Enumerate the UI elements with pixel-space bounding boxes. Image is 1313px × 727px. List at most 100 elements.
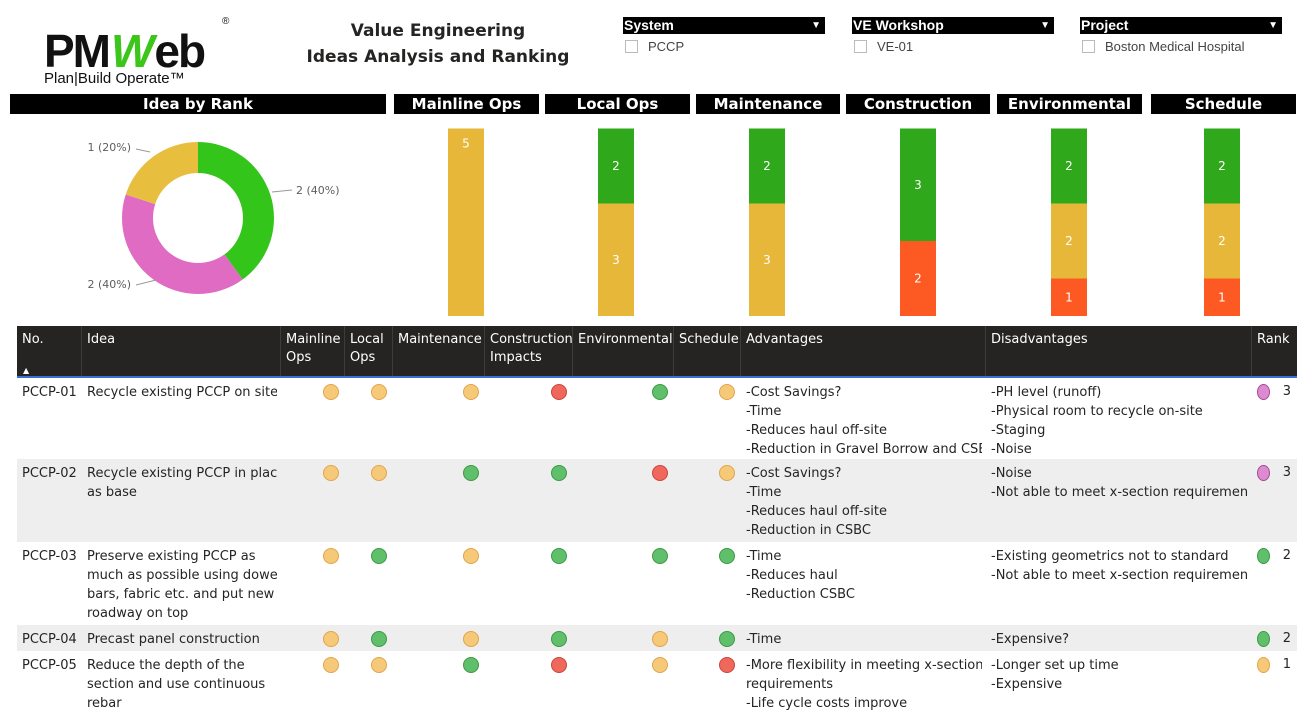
bar-segment-yellow[interactable] (1204, 203, 1240, 279)
status-dot-yellow-icon (719, 465, 735, 481)
donut-data-label: 2 (40%) (87, 278, 131, 291)
cell-mainline (281, 378, 345, 459)
advantage-line: -Cost Savings? (746, 385, 842, 400)
donut-slice-3[interactable] (125, 142, 198, 205)
cell-no: PCCP-01 (22, 385, 77, 400)
advantage-line: -Reduces haul off-site (746, 423, 887, 438)
chevron-down-icon[interactable]: ▼ (1268, 20, 1278, 31)
column-header-advantages[interactable]: Advantages (741, 326, 986, 376)
checkbox-icon[interactable] (854, 40, 867, 53)
column-header-disadvantages[interactable]: Disadvantages (986, 326, 1252, 376)
bar-segment-red[interactable] (1204, 278, 1240, 317)
ve-workshop-slicer[interactable]: VE Workshop ▼ VE-01 (852, 17, 1054, 54)
bar-segment-green[interactable] (598, 128, 634, 204)
donut-leader-line (271, 189, 293, 193)
bar-segment-green[interactable] (1204, 128, 1240, 204)
column-header-construction[interactable]: Construction Impacts (485, 326, 573, 376)
status-dot-yellow-icon (371, 384, 387, 400)
donut-slice-2[interactable] (122, 194, 243, 294)
rank-value: 1 (1282, 657, 1291, 672)
bar-segment-yellow[interactable] (598, 203, 634, 317)
bar-segment-red[interactable] (1051, 278, 1087, 317)
bar-segment-yellow[interactable] (1051, 203, 1087, 279)
advantage-line: -Time (746, 549, 782, 564)
table-row[interactable]: PCCP-03 Preserve existing PCCP as much as … (17, 542, 1297, 625)
bar-segment-yellow[interactable] (448, 128, 484, 317)
disadvantage-line: -Noise (991, 466, 1032, 481)
column-header-mainline[interactable]: Mainline Ops (281, 326, 345, 376)
cell-schedule (674, 542, 741, 625)
logo-tagline: Plan|Build Operate™ (44, 70, 185, 87)
cell-mainline (281, 651, 345, 715)
column-header-schedule[interactable]: Schedule (674, 326, 741, 376)
ve-workshop-slicer-header[interactable]: VE Workshop ▼ (852, 17, 1054, 34)
status-dot-green-icon (371, 631, 387, 647)
mainline-ops-header: Mainline Ops (394, 94, 539, 114)
column-header-rank[interactable]: Rank (1252, 326, 1297, 376)
bar-segment-green[interactable] (1051, 128, 1087, 204)
cell-environmental (573, 651, 674, 715)
category-stacked-bar-charts[interactable]: 5 3 2 3 2 2 3 1 2 2 1 2 2 (0, 0, 1313, 330)
table-row[interactable]: PCCP-04 Precast panel construction -Time -E… (17, 625, 1297, 651)
report-title-line1: Value Engineering (350, 21, 526, 41)
project-slicer[interactable]: Project ▼ Boston Medical Hospital (1080, 17, 1282, 54)
bar-segment-red[interactable] (900, 241, 936, 316)
bar-data-label: 2 (914, 272, 922, 286)
status-dot-green-icon (463, 465, 479, 481)
idea-by-rank-donut-chart[interactable]: 2 (40%) 2 (40%) 1 (20%) (70, 130, 370, 305)
column-header-maintenance[interactable]: Maintenance (393, 326, 485, 376)
advantage-line: -Life cycle costs improve (746, 696, 908, 711)
column-header-idea[interactable]: Idea (82, 326, 281, 376)
status-dot-green-icon (551, 465, 567, 481)
table-row[interactable]: PCCP-01 Recycle existing PCCP on site -Cos… (17, 378, 1297, 459)
column-header-local[interactable]: Local Ops (345, 326, 393, 376)
disadvantage-line: -Not able to meet x-section requirements (991, 568, 1248, 583)
bar-data-label: 2 (763, 159, 771, 173)
chevron-down-icon[interactable]: ▼ (1040, 20, 1050, 31)
checkbox-icon[interactable] (1082, 40, 1095, 53)
project-slicer-option[interactable]: Boston Medical Hospital (1080, 39, 1282, 54)
column-header-environmental[interactable]: Environmental (573, 326, 674, 376)
cell-construction (485, 651, 573, 715)
table-body: PCCP-01 Recycle existing PCCP on site -Cos… (17, 378, 1297, 715)
table-row[interactable]: PCCP-02 Recycle existing PCCP in place as … (17, 459, 1297, 542)
cell-rank: 2 (1252, 625, 1297, 651)
disadvantage-line: -Physical room to recycle on-site (991, 404, 1203, 419)
checkbox-icon[interactable] (625, 40, 638, 53)
status-dot-yellow-icon (323, 631, 339, 647)
bar-data-label: 3 (612, 253, 620, 267)
bar-segment-yellow[interactable] (749, 203, 785, 317)
bar-data-label: 1 (1065, 290, 1073, 304)
column-header-no[interactable]: No. ▲ (17, 326, 82, 376)
system-slicer-option[interactable]: PCCP (623, 39, 825, 54)
idea-line: Precast panel construction (87, 632, 260, 647)
status-dot-yellow-icon (323, 657, 339, 673)
system-slicer-header[interactable]: System ▼ (623, 17, 825, 34)
registered-mark: ® (222, 16, 230, 27)
cell-environmental (573, 542, 674, 625)
column-header-label: Mainline Ops (286, 332, 341, 365)
table-row[interactable]: PCCP-05 Reduce the depth of the section an… (17, 651, 1297, 715)
cell-disadvantages: -PH level (runoff) -Physical room to recy… (986, 378, 1252, 459)
donut-slice-1[interactable] (198, 142, 274, 280)
ideas-table: No. ▲ Idea Mainline Ops Local Ops Maintenance… (17, 326, 1297, 715)
bar-segment-green[interactable] (749, 128, 785, 204)
cell-construction (485, 459, 573, 542)
sort-ascending-icon[interactable]: ▲ (23, 366, 30, 375)
system-slicer[interactable]: System ▼ PCCP (623, 17, 825, 54)
bar-data-label: 2 (1218, 159, 1226, 173)
disadvantage-line: -Noise (991, 442, 1032, 457)
status-dot-yellow-icon (463, 631, 479, 647)
cell-construction (485, 378, 573, 459)
logo-wordmark: PMWeb (44, 25, 206, 77)
construction-header: Construction (846, 94, 990, 114)
bar-data-label: 2 (1065, 159, 1073, 173)
chevron-down-icon[interactable]: ▼ (811, 20, 821, 31)
status-dot-green-icon (551, 631, 567, 647)
ve-workshop-slicer-option[interactable]: VE-01 (852, 39, 1054, 54)
advantage-line: -Reduces haul (746, 568, 838, 583)
column-header-label: Idea (87, 332, 116, 347)
status-dot-green-icon (463, 657, 479, 673)
project-slicer-header[interactable]: Project ▼ (1080, 17, 1282, 34)
bar-segment-green[interactable] (900, 128, 936, 242)
